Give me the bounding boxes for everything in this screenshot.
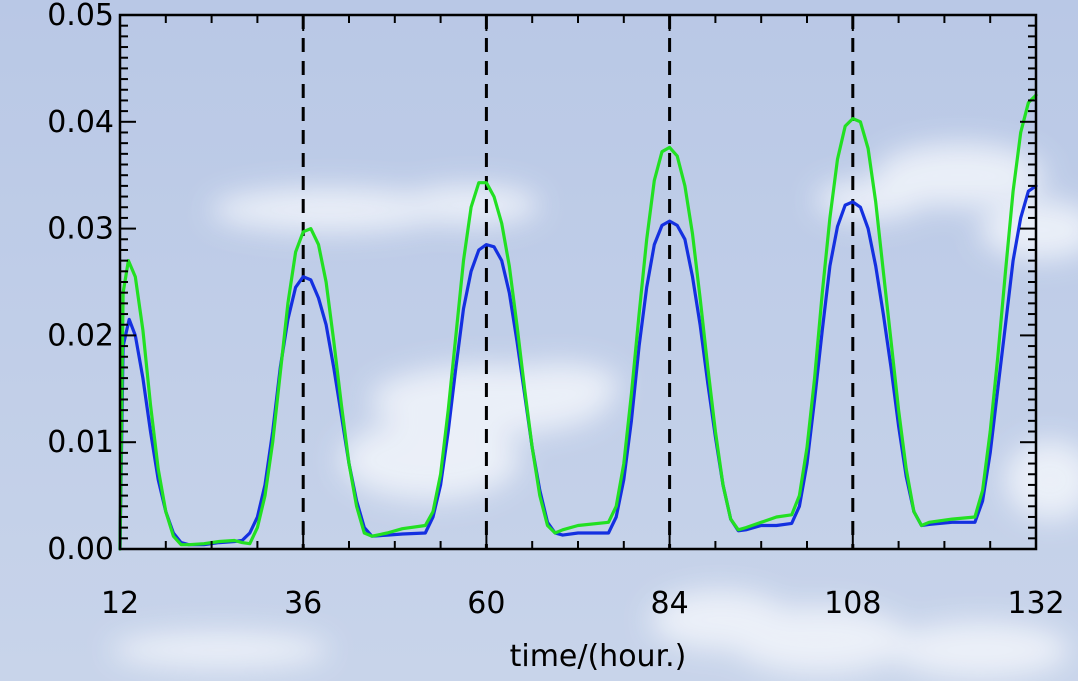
y-tick-label-2: 0.02 (47, 318, 114, 353)
x-tick-label-5: 132 (1007, 586, 1064, 621)
y-tick-labels: 0.00 0.01 0.02 0.03 0.04 0.05 (47, 0, 114, 567)
x-tick-labels: 12 36 60 84 108 132 (101, 586, 1065, 621)
reference-lines (301, 15, 855, 549)
x-tick-label-1: 36 (284, 586, 322, 621)
x-tick-label-2: 60 (467, 586, 505, 621)
y-tick-label-5: 0.05 (47, 0, 114, 33)
plot-area: 0.000.010.020.030.040.05 12 36 60 84 108 132 … (47, 0, 1064, 674)
y-tick-label-4: 0.04 (47, 105, 114, 140)
x-tick-label-0: 12 (101, 586, 139, 621)
x-tick-label-4: 108 (824, 586, 881, 621)
axis-ticks (119, 14, 1037, 550)
x-tick-label-3: 84 (651, 586, 689, 621)
y-tick-label-0: 0.00 (47, 532, 114, 567)
y-tick-label-3: 0.03 (47, 212, 114, 247)
y-tick-label-1: 0.01 (47, 425, 114, 460)
x-axis-label: time/(hour.) (510, 639, 687, 674)
series-group (118, 93, 1038, 551)
series-line-1 (118, 93, 1038, 551)
